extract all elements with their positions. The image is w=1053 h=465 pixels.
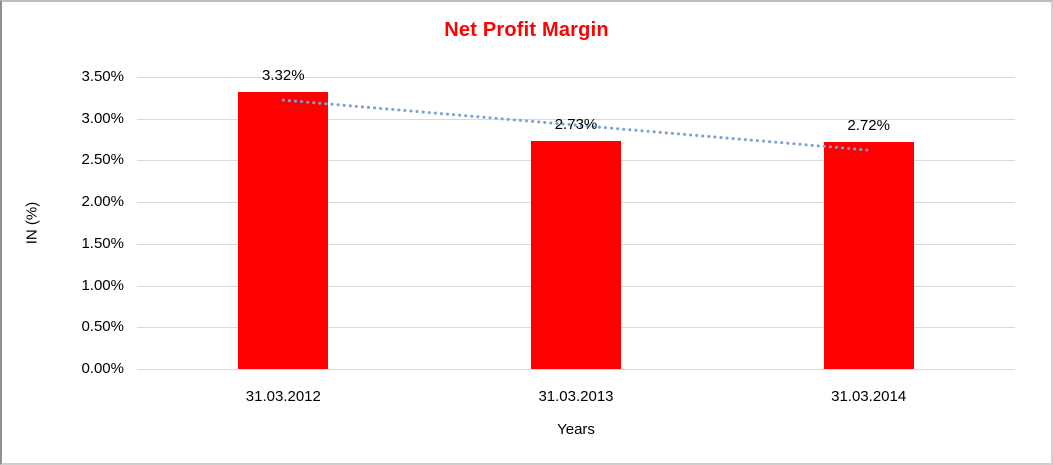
gridline-y-3.00% bbox=[137, 119, 1015, 120]
y-tick-label: 1.00% bbox=[81, 276, 124, 294]
trendline[interactable] bbox=[281, 98, 871, 152]
y-tick-label: 2.50% bbox=[81, 151, 124, 169]
y-tick-label: 3.50% bbox=[81, 68, 124, 85]
plot-area bbox=[137, 77, 1015, 370]
data-label-31.03.2012: 3.32% bbox=[262, 67, 305, 85]
chart-title: Net Profit Margin bbox=[444, 19, 609, 41]
y-tick-label: 1.50% bbox=[81, 234, 124, 252]
bar-31.03.2013[interactable] bbox=[531, 141, 621, 369]
y-tick-label: 2.00% bbox=[81, 193, 124, 211]
y-tick-label: 0.00% bbox=[81, 360, 124, 377]
y-tick-label: 0.50% bbox=[81, 318, 124, 336]
x-axis-title: Years bbox=[557, 421, 595, 438]
x-tick-label-31.03.2014: 31.03.2014 bbox=[831, 388, 907, 405]
bar-31.03.2014[interactable] bbox=[823, 142, 914, 369]
bar-31.03.2012[interactable] bbox=[238, 92, 329, 369]
x-tick-label-31.03.2013: 31.03.2013 bbox=[538, 388, 614, 405]
trendline-layer bbox=[281, 98, 871, 152]
x-tick-label-31.03.2012: 31.03.2012 bbox=[245, 388, 321, 405]
gridline-y-3.50% bbox=[137, 77, 1015, 78]
gridline-y-0.00% bbox=[137, 369, 1015, 370]
data-label-31.03.2013: 2.73% bbox=[554, 116, 598, 134]
data-label-31.03.2014: 2.72% bbox=[847, 117, 890, 135]
y-tick-label: 3.00% bbox=[81, 109, 124, 127]
